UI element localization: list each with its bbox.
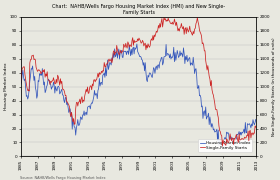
Single-Family Starts <box>208 78 212 80</box>
Housing Market Index <box>255 121 258 123</box>
Text: Source: NAHB/Wells Fargo Housing Market Index: Source: NAHB/Wells Fargo Housing Market … <box>20 176 105 180</box>
Y-axis label: Housing Market Index: Housing Market Index <box>4 63 8 110</box>
Housing Market Index <box>208 116 212 118</box>
Line: Single-Family Starts: Single-Family Starts <box>21 17 256 146</box>
Y-axis label: New Single-Family Starts (in thousands of units): New Single-Family Starts (in thousands o… <box>272 37 276 136</box>
Housing Market Index <box>220 146 223 148</box>
Housing Market Index <box>135 43 139 45</box>
Housing Market Index <box>53 92 57 94</box>
Single-Family Starts <box>62 88 65 90</box>
Single-Family Starts <box>255 125 258 127</box>
Single-Family Starts <box>162 16 166 19</box>
Housing Market Index <box>19 84 22 86</box>
Single-Family Starts <box>213 102 216 104</box>
Line: Housing Market Index: Housing Market Index <box>21 44 256 147</box>
Housing Market Index <box>162 56 166 58</box>
Housing Market Index <box>62 94 65 96</box>
Single-Family Starts <box>19 80 22 83</box>
Housing Market Index <box>226 132 229 134</box>
Single-Family Starts <box>53 83 57 85</box>
Single-Family Starts <box>221 145 224 147</box>
Single-Family Starts <box>226 139 229 141</box>
Title: Chart:  NAHB/Wells Fargo Housing Market Index (HMI) and New Single-
Family Start: Chart: NAHB/Wells Fargo Housing Market I… <box>52 4 225 15</box>
Single-Family Starts <box>162 21 165 23</box>
Housing Market Index <box>213 131 216 133</box>
Legend: Housing Market Index, Single-Family Starts: Housing Market Index, Single-Family Star… <box>198 140 252 152</box>
